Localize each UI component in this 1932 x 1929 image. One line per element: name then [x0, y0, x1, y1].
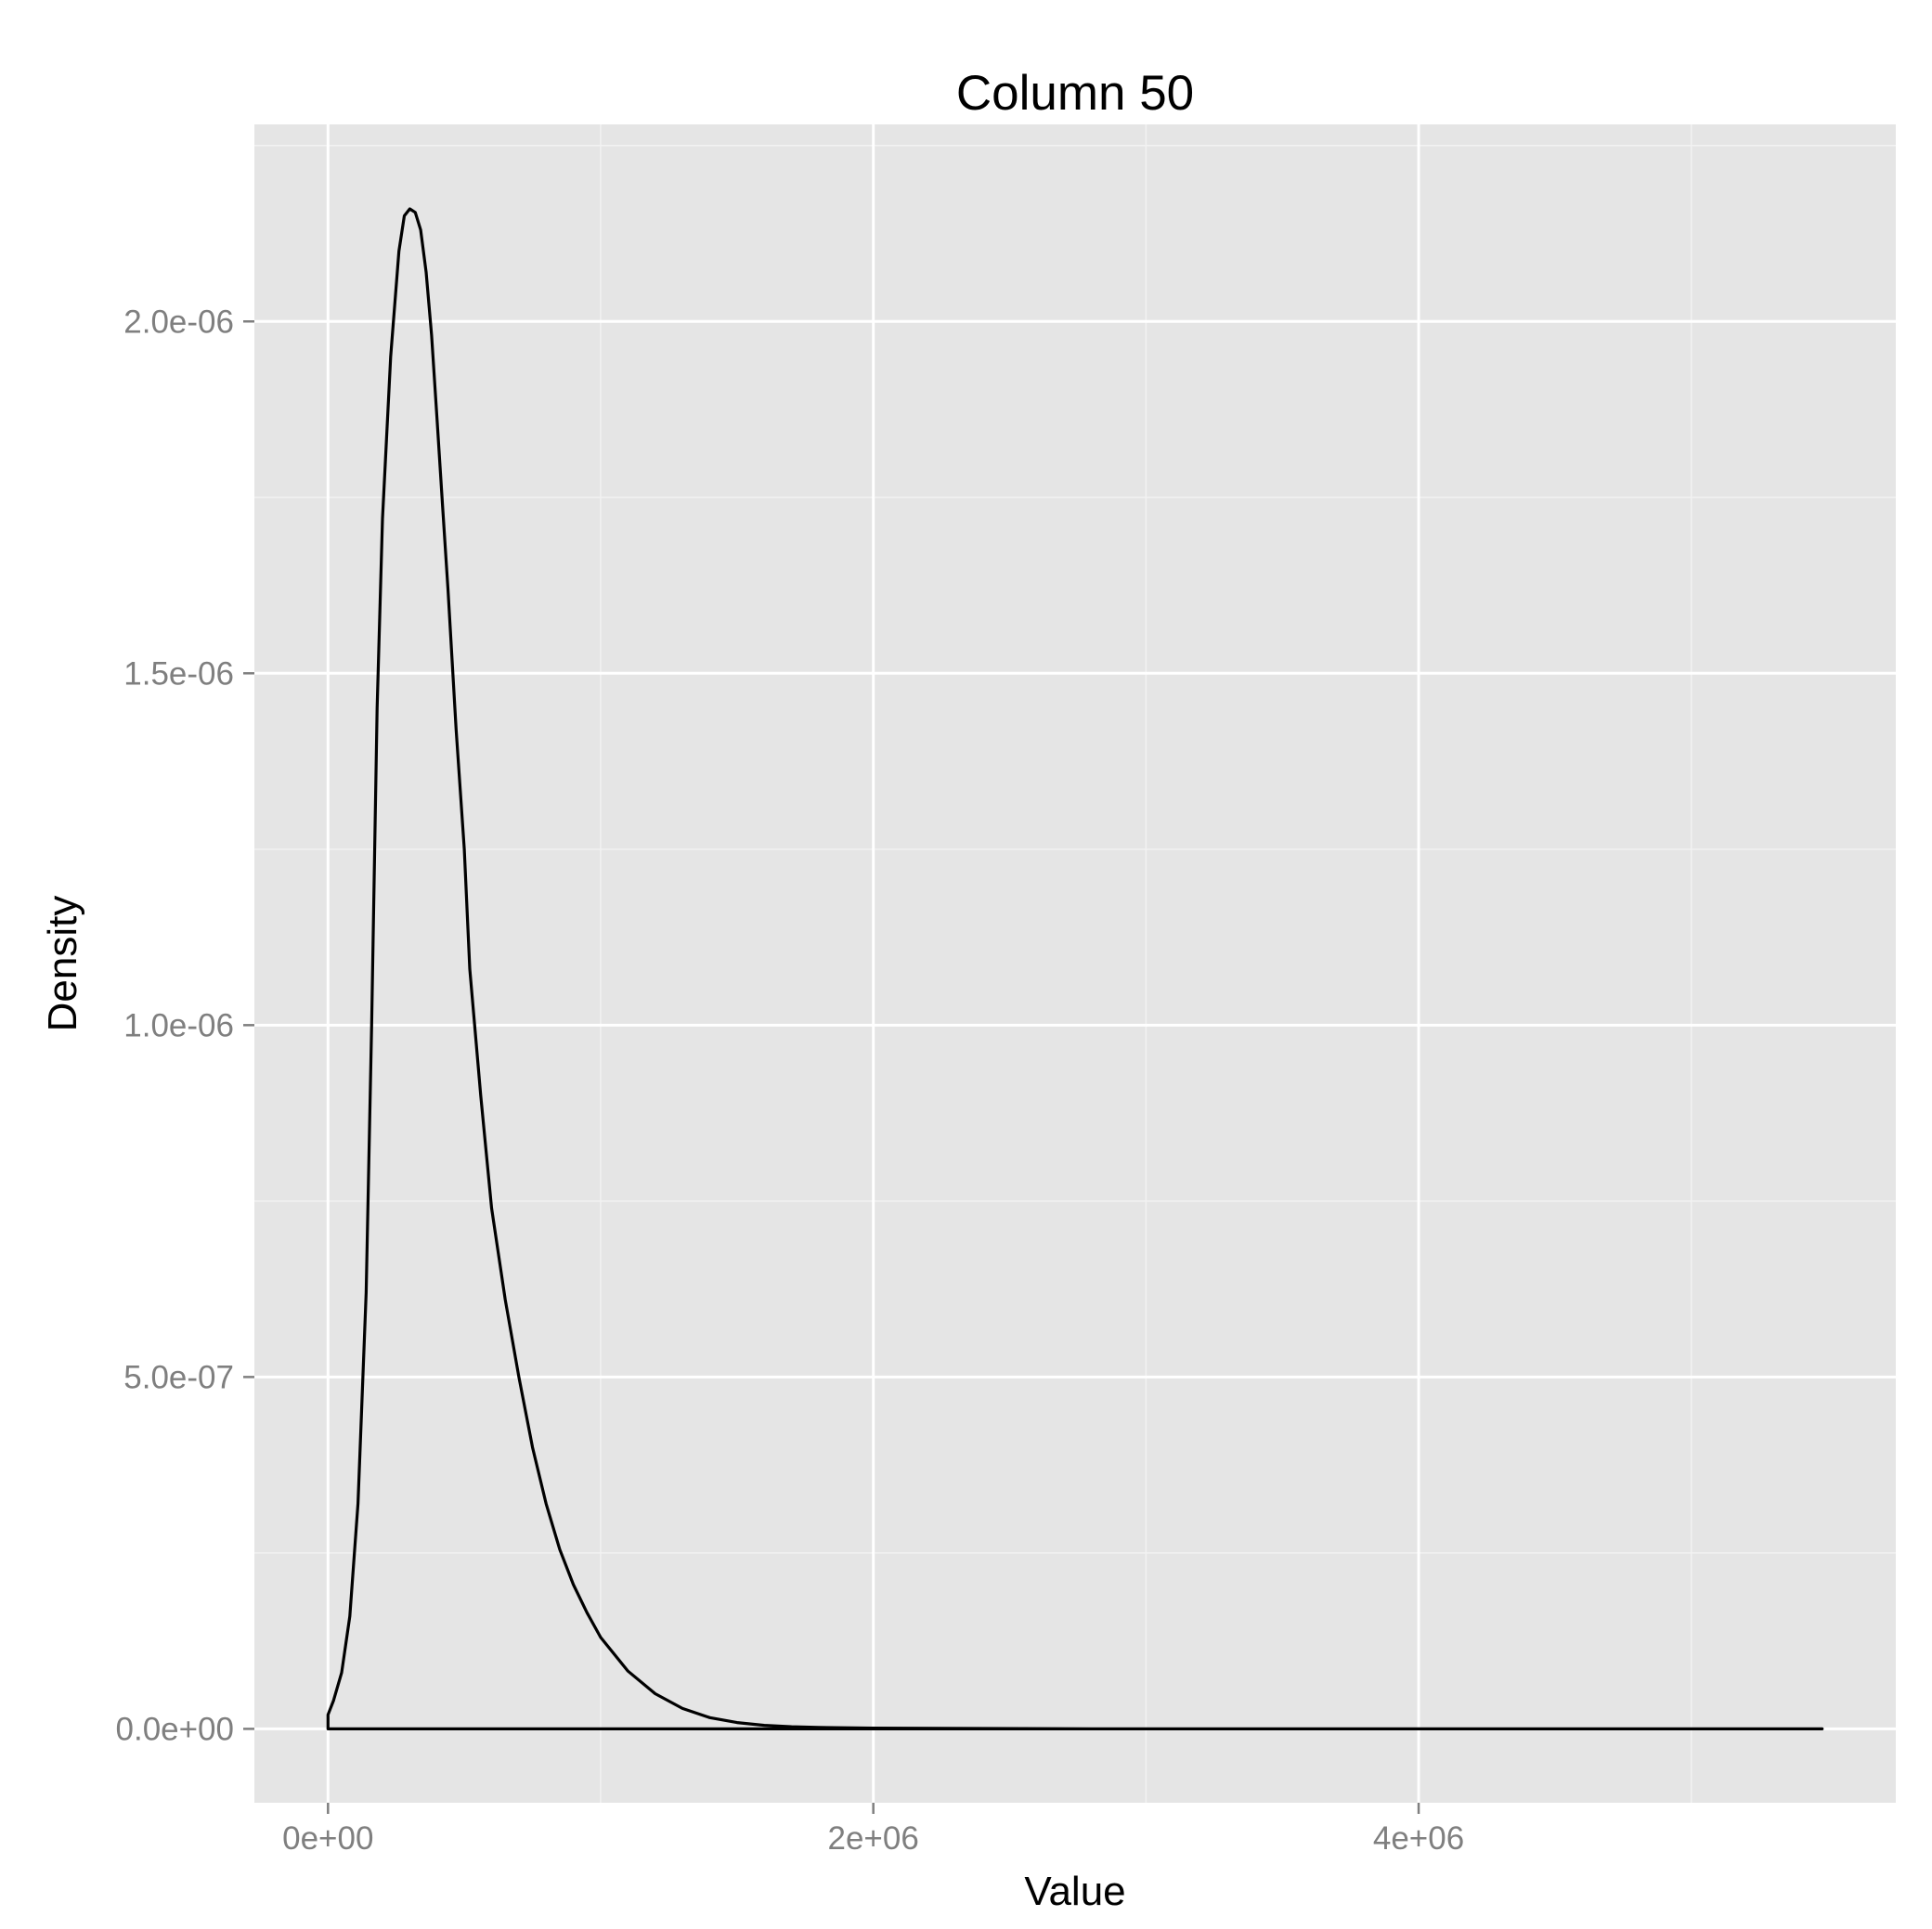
y-axis: 0.0e+00 5.0e-07 1.0e-06 1.5e-06 2.0e-06 [116, 304, 254, 1747]
y-tick-label: 1.0e-06 [123, 1007, 234, 1043]
chart-title: Column 50 [956, 66, 1194, 121]
y-axis-title: Density [40, 896, 85, 1032]
y-tick-label: 0.0e+00 [116, 1711, 235, 1747]
minor-gridlines [254, 124, 1896, 1803]
y-tick-label: 1.5e-06 [123, 655, 234, 692]
x-axis: 0e+00 2e+06 4e+06 [282, 1803, 1464, 1857]
x-tick-label: 0e+00 [282, 1820, 373, 1857]
y-tick-label: 5.0e-07 [123, 1359, 234, 1395]
x-axis-title: Value [1024, 1869, 1125, 1914]
panel-background [254, 124, 1896, 1803]
x-tick-label: 4e+06 [1373, 1820, 1464, 1857]
y-tick-label: 2.0e-06 [123, 304, 234, 340]
density-curve [326, 207, 1824, 1730]
x-tick-label: 2e+06 [828, 1820, 919, 1857]
